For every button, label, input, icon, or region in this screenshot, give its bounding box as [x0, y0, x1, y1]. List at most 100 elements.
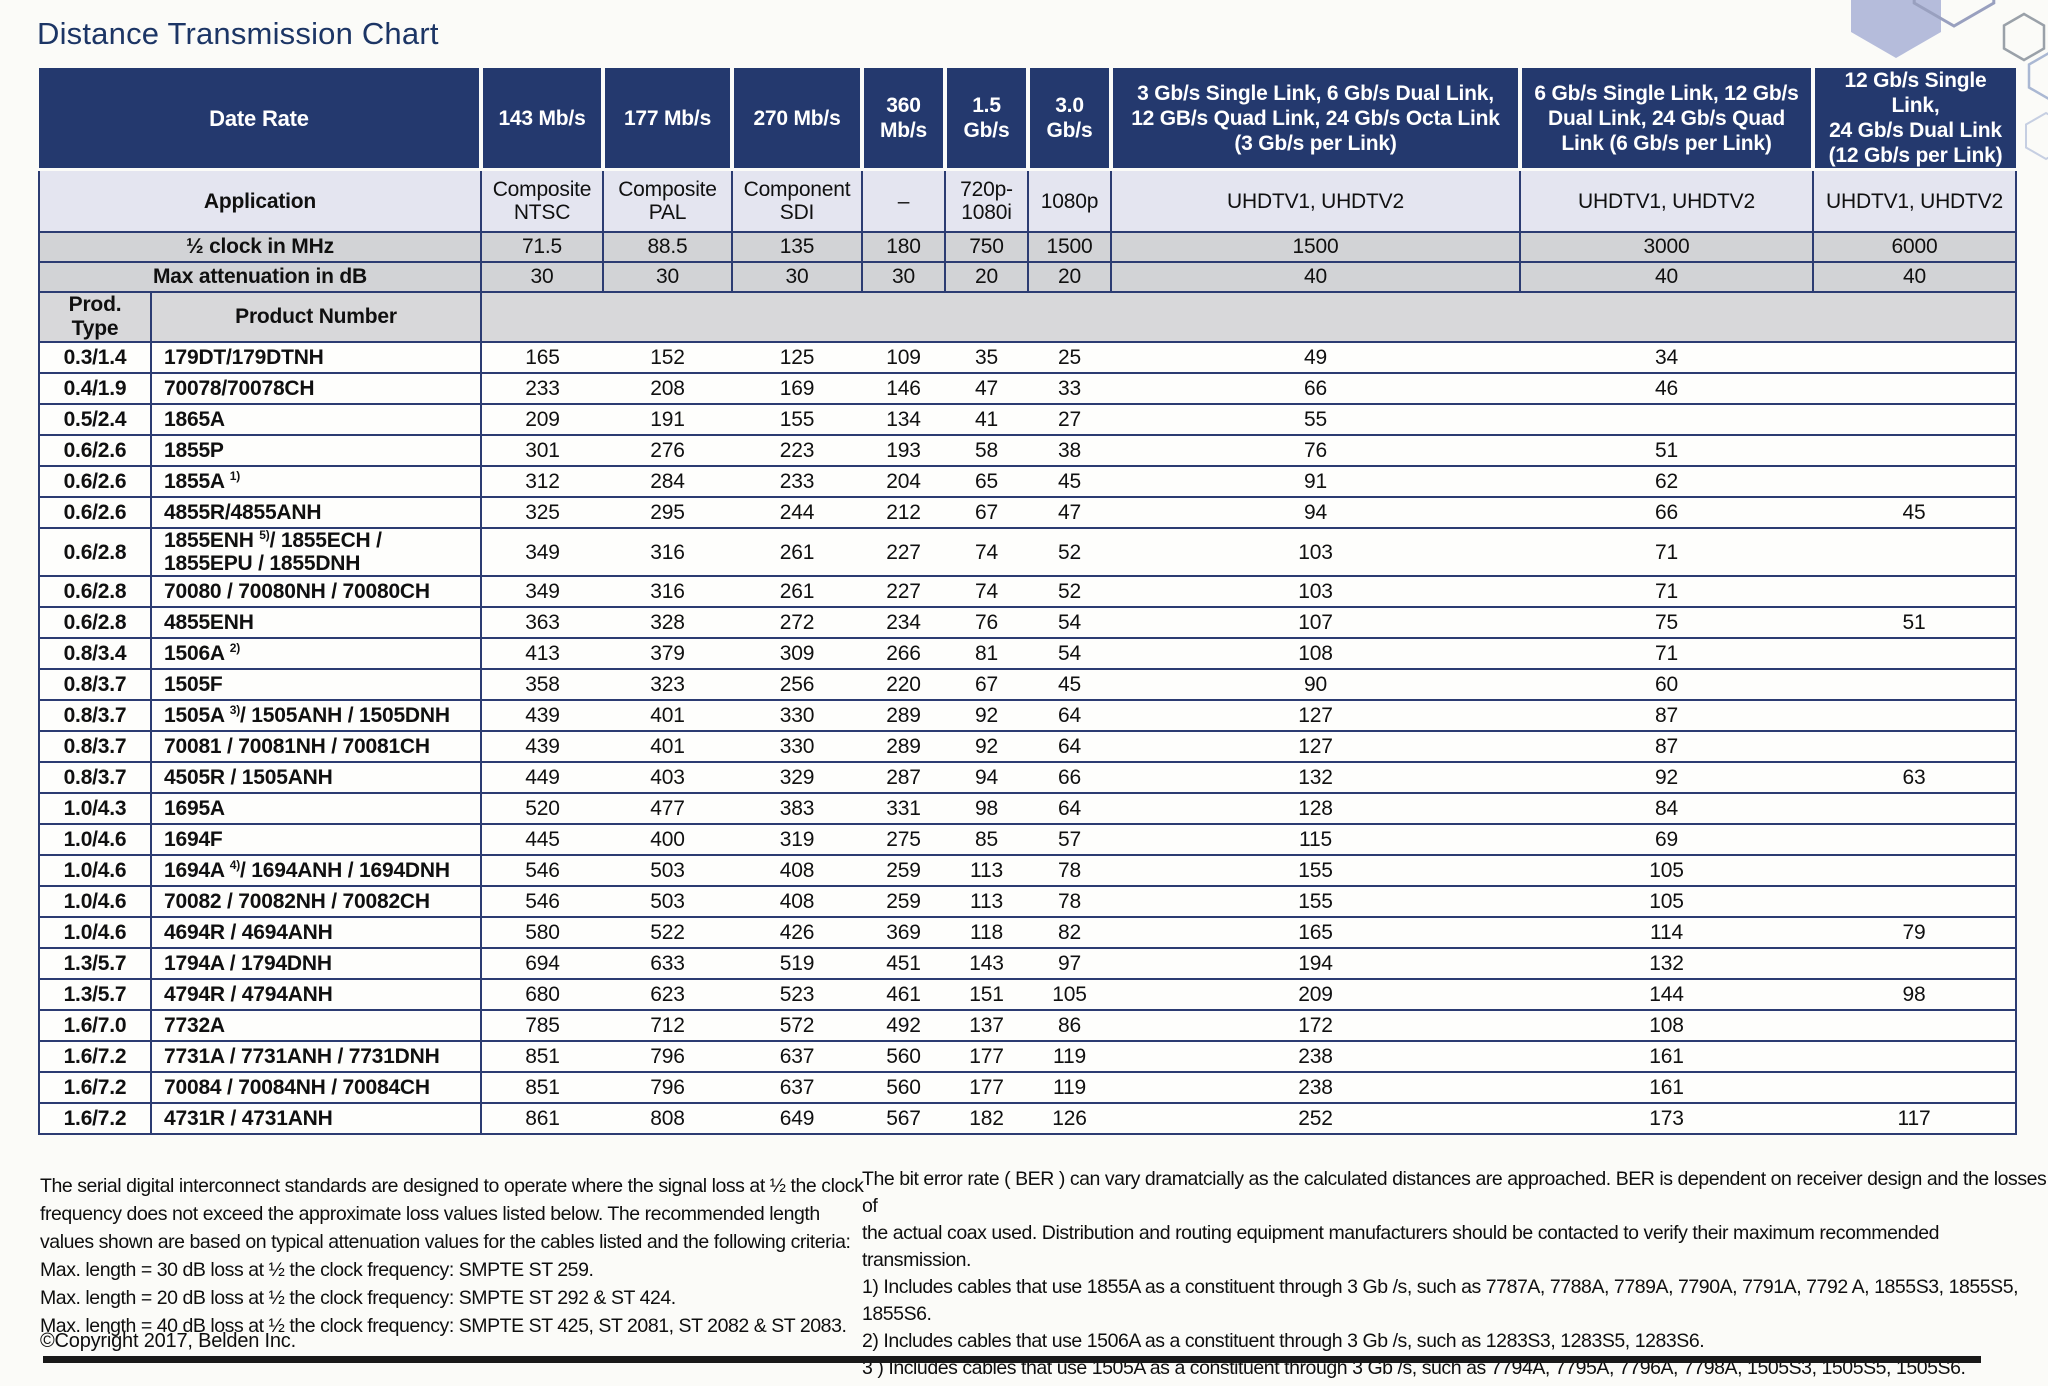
distance-value-cell: 105: [1520, 886, 1813, 918]
distance-value-cell: 113: [945, 855, 1028, 887]
distance-value-cell: 113: [945, 886, 1028, 918]
distance-value-cell: 66: [1111, 373, 1520, 405]
product-number-cell: 4731R / 4731ANH: [151, 1103, 482, 1135]
distance-value-cell: 85: [945, 824, 1028, 856]
product-row: 1.3/5.7 4794R / 4794ANH 680 623 523 461 151 105…: [38, 979, 2017, 1011]
distance-value-cell: 51: [1813, 607, 2017, 639]
distance-value-cell: 35: [945, 342, 1028, 374]
product-row: 1.3/5.7 1794A / 1794DNH 694 633 519 451 143 97 1…: [38, 948, 2017, 980]
distance-value-cell: 126: [1028, 1103, 1111, 1135]
distance-value-cell: 71: [1520, 576, 1813, 608]
distance-value-cell: 580: [481, 917, 603, 949]
distance-value-cell: 98: [945, 793, 1028, 825]
product-row: 0.6/2.6 1855A 1) 312 284 233 204 65 45 91 62: [38, 466, 2017, 498]
distance-value-cell: 105: [1520, 855, 1813, 887]
distance-value-cell: 165: [481, 342, 603, 374]
distance-value-cell: 349: [481, 576, 603, 608]
distance-value-cell: 401: [603, 700, 732, 732]
distance-value-cell: 439: [481, 700, 603, 732]
distance-value-cell: [1813, 373, 2017, 405]
distance-value-cell: 400: [603, 824, 732, 856]
distance-value-cell: 94: [1111, 497, 1520, 529]
distance-value-cell: 694: [481, 948, 603, 980]
product-number-cell: 7732A: [151, 1010, 482, 1042]
distance-value-cell: [1813, 793, 2017, 825]
distance-value-cell: 173: [1520, 1103, 1813, 1135]
distance-value-cell: 477: [603, 793, 732, 825]
distance-value-cell: 276: [603, 435, 732, 467]
distance-value-cell: 408: [732, 886, 862, 918]
distance-value-cell: 87: [1520, 700, 1813, 732]
prod-type-cell: 1.6/7.2: [38, 1103, 152, 1135]
distance-value-cell: [1813, 700, 2017, 732]
distance-value-cell: 67: [945, 669, 1028, 701]
max-attenuation-cell-8: 40: [1812, 261, 2017, 293]
prod-type-cell: 1.0/4.6: [38, 824, 152, 856]
product-row: 0.6/2.6 1855P 301 276 223 193 58 38 76 51: [38, 435, 2017, 467]
product-row: 0.6/2.8 70080 / 70080NH / 70080CH 349 316 26…: [38, 576, 2017, 608]
rate-header-3: 360 Mb/s: [862, 68, 947, 171]
distance-value-cell: 47: [945, 373, 1028, 405]
distance-value-cell: 209: [1111, 979, 1520, 1011]
distance-value-cell: [1813, 1072, 2017, 1104]
distance-value-cell: 107: [1111, 607, 1520, 639]
max-attenuation-cell-7: 40: [1519, 261, 1814, 293]
distance-value-cell: 74: [945, 528, 1028, 577]
distance-value-cell: 97: [1028, 948, 1111, 980]
max-attenuation-cell-5: 20: [1027, 261, 1112, 293]
distance-value-cell: [1813, 342, 2017, 374]
distance-value-cell: 152: [603, 342, 732, 374]
distance-value-cell: 238: [1111, 1072, 1520, 1104]
distance-value-cell: 861: [481, 1103, 603, 1135]
distance-value-cell: 426: [732, 917, 862, 949]
distance-value-cell: 52: [1028, 576, 1111, 608]
distance-value-cell: 259: [862, 855, 945, 887]
distance-value-cell: 103: [1111, 528, 1520, 577]
distance-value-cell: 108: [1520, 1010, 1813, 1042]
application-cell-4: 720p- 1080i: [944, 169, 1029, 233]
distance-value-cell: [1813, 669, 2017, 701]
product-number-cell: 70084 / 70084NH / 70084CH: [151, 1072, 482, 1104]
distance-value-cell: 118: [945, 917, 1028, 949]
max-attenuation-cell-0: 30: [480, 261, 604, 293]
distance-value-cell: 132: [1520, 948, 1813, 980]
rate-header-6: 3 Gb/s Single Link, 6 Gb/s Dual Link, 12 …: [1111, 68, 1522, 171]
max-attenuation-row: Max attenuation in dB 30 30 30 30 20 20 40 40 40: [38, 261, 2017, 293]
distance-value-cell: 785: [481, 1010, 603, 1042]
distance-value-cell: 284: [603, 466, 732, 498]
distance-value-cell: 132: [1111, 762, 1520, 794]
distance-value-cell: 47: [1028, 497, 1111, 529]
product-number-cell: 4505R / 1505ANH: [151, 762, 482, 794]
prod-type-cell: 1.3/5.7: [38, 979, 152, 1011]
half-clock-cell-1: 88.5: [602, 231, 733, 263]
distance-value-cell: 45: [1813, 497, 2017, 529]
distance-value-cell: [1813, 886, 2017, 918]
product-row: 0.8/3.4 1506A 2) 413 379 309 266 81 54 108 71: [38, 638, 2017, 670]
distance-value-cell: 223: [732, 435, 862, 467]
distance-value-cell: [1813, 1010, 2017, 1042]
distance-value-cell: 76: [945, 607, 1028, 639]
half-clock-cell-2: 135: [731, 231, 863, 263]
product-header-row: Prod. Type Product Number: [38, 291, 2017, 343]
distance-value-cell: 105: [1028, 979, 1111, 1011]
distance-value-cell: 71: [1520, 638, 1813, 670]
distance-value-cell: 363: [481, 607, 603, 639]
distance-value-cell: [1813, 731, 2017, 763]
distance-value-cell: 76: [1111, 435, 1520, 467]
distance-value-cell: 34: [1520, 342, 1813, 374]
distance-value-cell: 358: [481, 669, 603, 701]
distance-value-cell: 75: [1520, 607, 1813, 639]
distance-value-cell: 523: [732, 979, 862, 1011]
distance-value-cell: [1813, 435, 2017, 467]
distance-value-cell: 329: [732, 762, 862, 794]
distance-value-cell: 851: [481, 1041, 603, 1073]
distance-value-cell: 78: [1028, 886, 1111, 918]
prod-type-cell: 1.0/4.6: [38, 886, 152, 918]
max-attenuation-cell-6: 40: [1110, 261, 1521, 293]
distance-value-cell: 275: [862, 824, 945, 856]
product-number-cell: 1865A: [151, 404, 482, 436]
distance-value-cell: 546: [481, 855, 603, 887]
distance-value-cell: 92: [1520, 762, 1813, 794]
hexagon-outline-icon: [2025, 111, 2048, 161]
table-header: Date Rate 143 Mb/s 177 Mb/s 270 Mb/s 360 Mb/s…: [38, 68, 2017, 343]
